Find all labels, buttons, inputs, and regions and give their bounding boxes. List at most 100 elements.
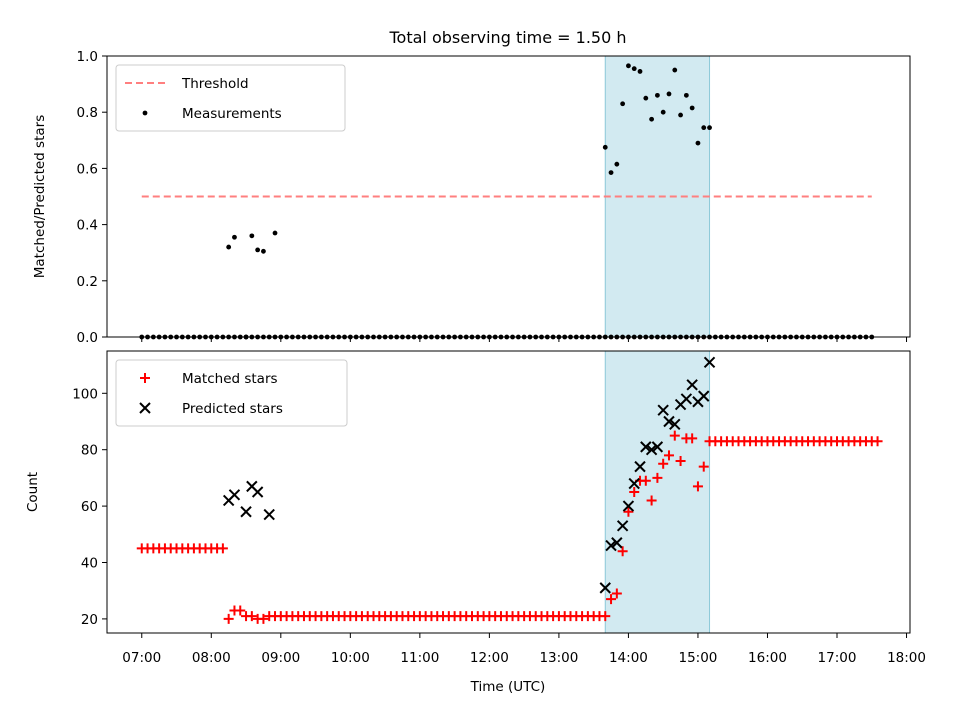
data-point xyxy=(599,582,611,594)
data-point xyxy=(637,69,643,74)
data-point xyxy=(602,144,608,150)
data-point xyxy=(634,460,646,473)
data-point xyxy=(611,588,622,599)
data-point xyxy=(640,441,652,453)
data-point xyxy=(689,105,695,111)
data-point xyxy=(616,520,629,532)
data-point xyxy=(611,537,623,549)
legend-label: Predicted stars xyxy=(182,401,283,417)
data-point xyxy=(692,481,703,492)
data-point xyxy=(249,233,255,239)
data-point xyxy=(228,489,241,501)
data-point xyxy=(246,611,257,622)
data-point xyxy=(672,67,678,73)
x-axis-label: Time (UTC) xyxy=(470,679,546,695)
y-tick-label: 0.8 xyxy=(77,105,98,121)
y-axis-label: Matched/Predicted stars xyxy=(32,115,48,278)
data-point xyxy=(600,611,611,622)
y-tick-label: 0.4 xyxy=(77,218,98,234)
data-point xyxy=(669,430,680,441)
x-tick-label: 16:00 xyxy=(748,650,787,666)
data-point xyxy=(622,500,635,512)
data-point xyxy=(695,140,701,146)
legend-box xyxy=(115,359,348,427)
series-matched-stars xyxy=(136,430,883,624)
y-tick-label: 60 xyxy=(81,499,98,515)
data-point xyxy=(646,495,657,506)
x-tick-label: 09:00 xyxy=(261,650,300,666)
data-point xyxy=(680,393,693,405)
ratio-panel: 0.0 0.2 0.4 0.6 0.8 1.0 Matched/Predicted star… xyxy=(32,49,911,346)
data-point xyxy=(675,455,686,466)
data-point xyxy=(669,418,681,431)
data-point xyxy=(660,109,666,115)
data-point xyxy=(272,230,278,236)
data-point xyxy=(623,506,634,517)
data-point xyxy=(140,373,150,383)
data-point xyxy=(872,436,883,447)
data-point xyxy=(645,443,658,456)
data-point xyxy=(701,125,707,131)
data-point xyxy=(666,91,672,97)
y-tick-label: 0.6 xyxy=(77,161,98,177)
data-point xyxy=(142,110,148,116)
data-point xyxy=(652,472,663,483)
legend-label: Matched stars xyxy=(182,371,278,387)
data-point xyxy=(631,66,637,72)
data-point xyxy=(663,415,675,428)
data-point xyxy=(658,458,669,469)
data-point xyxy=(640,475,651,486)
y-tick-label: 100 xyxy=(72,386,98,402)
y-tick-label: 0.2 xyxy=(77,274,98,290)
data-point xyxy=(608,170,614,176)
y-tick-label: 0.0 xyxy=(77,330,98,346)
data-point xyxy=(255,247,261,253)
data-point xyxy=(217,543,228,554)
count-panel: 20 40 60 80 100 07:00 08:00 09:00 10:00 11:00 12:0… xyxy=(25,350,926,666)
data-point xyxy=(261,248,266,254)
data-point xyxy=(663,450,674,461)
data-point xyxy=(654,92,660,98)
x-tick-label: 18:00 xyxy=(887,650,926,666)
data-point xyxy=(626,63,631,69)
data-point xyxy=(240,506,252,518)
x-tick-label: 14:00 xyxy=(609,650,648,666)
plot-frame xyxy=(106,55,911,338)
data-point xyxy=(703,356,716,368)
data-point xyxy=(614,161,620,167)
legend-label: Threshold xyxy=(181,76,249,92)
data-point xyxy=(235,605,246,616)
y-tick-label: 40 xyxy=(81,556,98,572)
data-point xyxy=(605,539,617,552)
data-point xyxy=(617,546,628,557)
data-point xyxy=(707,125,712,131)
data-point xyxy=(698,461,709,472)
x-tick-label: 15:00 xyxy=(678,650,717,666)
data-point xyxy=(687,433,698,444)
x-tick-label: 08:00 xyxy=(192,650,231,666)
data-point xyxy=(683,92,689,98)
legend: Threshold Measurements xyxy=(115,64,346,132)
chart-title: Total observing time = 1.50 h xyxy=(388,28,626,47)
observing-window-span xyxy=(604,350,711,634)
series-predicted-stars xyxy=(222,356,716,594)
x-tick-label: 17:00 xyxy=(818,650,857,666)
x-tick-label: 10:00 xyxy=(331,650,370,666)
data-point xyxy=(251,486,264,498)
data-point xyxy=(628,477,640,490)
data-point xyxy=(643,95,649,101)
data-point xyxy=(651,441,664,453)
data-point xyxy=(258,613,269,624)
plot-frame xyxy=(106,350,911,634)
data-point xyxy=(223,613,234,624)
legend-box xyxy=(115,64,346,132)
y-tick-label: 1.0 xyxy=(77,49,98,65)
data-point xyxy=(606,594,617,605)
x-tick-label: 07:00 xyxy=(122,650,161,666)
data-point xyxy=(657,404,669,416)
x-tick-label: 12:00 xyxy=(470,650,509,666)
data-point xyxy=(232,234,237,240)
legend-label: Measurements xyxy=(182,106,282,122)
data-point xyxy=(678,112,683,118)
